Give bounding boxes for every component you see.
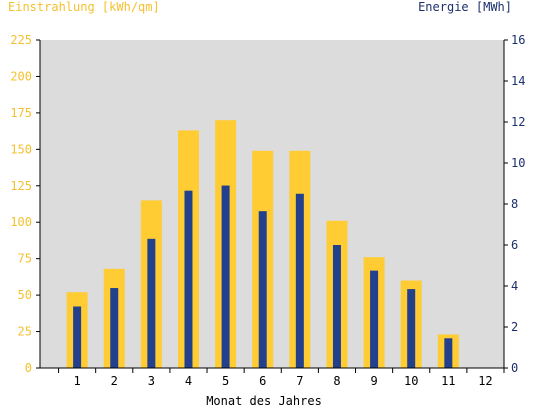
right-tick-label: 12	[511, 115, 525, 129]
x-tick-label: 11	[441, 374, 455, 388]
right-axis-title: Energie [MWh]	[418, 0, 512, 14]
x-axis-title: Monat des Jahres	[206, 394, 322, 408]
x-tick-label: 12	[478, 374, 492, 388]
x-tick-label: 8	[333, 374, 340, 388]
left-tick-label: 50	[18, 288, 32, 302]
energy-bar	[407, 289, 416, 368]
energy-bar	[258, 211, 267, 368]
left-tick-label: 100	[10, 215, 32, 229]
left-tick-label: 25	[18, 325, 32, 339]
x-tick-label: 4	[185, 374, 192, 388]
x-tick-label: 7	[296, 374, 303, 388]
energy-bar	[444, 338, 453, 368]
energy-bar	[332, 245, 341, 368]
x-tick-label: 10	[404, 374, 418, 388]
x-tick-label: 3	[148, 374, 155, 388]
right-tick-label: 2	[511, 320, 518, 334]
energy-bar	[221, 185, 230, 368]
x-tick-label: 9	[370, 374, 377, 388]
x-axis-ticks: 1 2 3 4 5 6 7 8 9 10 11 12	[58, 368, 505, 388]
energy-bars	[73, 185, 453, 368]
right-tick-label: 0	[511, 361, 518, 375]
energy-bar	[73, 306, 82, 368]
right-tick-label: 6	[511, 238, 518, 252]
right-tick-label: 8	[511, 197, 518, 211]
left-tick-label: 125	[10, 179, 32, 193]
right-tick-label: 4	[511, 279, 518, 293]
energy-bar	[147, 238, 156, 368]
left-tick-label: 200	[10, 69, 32, 83]
x-tick-label: 1	[74, 374, 81, 388]
left-tick-label: 150	[10, 142, 32, 156]
left-axis-title: Einstrahlung [kWh/qm]	[8, 0, 160, 14]
right-tick-label: 14	[511, 74, 525, 88]
left-tick-label: 75	[18, 252, 32, 266]
left-tick-label: 0	[25, 361, 32, 375]
energy-bar	[370, 270, 379, 368]
x-tick-label: 5	[222, 374, 229, 388]
right-tick-label: 10	[511, 156, 525, 170]
x-tick-label: 2	[111, 374, 118, 388]
x-tick-label: 6	[259, 374, 266, 388]
energy-bar	[110, 288, 119, 368]
right-axis-ticks: 0 2 4 6 8 10 12 14 16	[504, 33, 525, 375]
energy-bar	[184, 190, 193, 368]
energy-bar	[295, 193, 304, 368]
left-tick-label: 175	[10, 106, 32, 120]
right-tick-label: 16	[511, 33, 525, 47]
left-tick-label: 225	[10, 33, 32, 47]
left-axis-ticks: 0 25 50 75 100 125 150 175 200 225	[10, 33, 40, 375]
